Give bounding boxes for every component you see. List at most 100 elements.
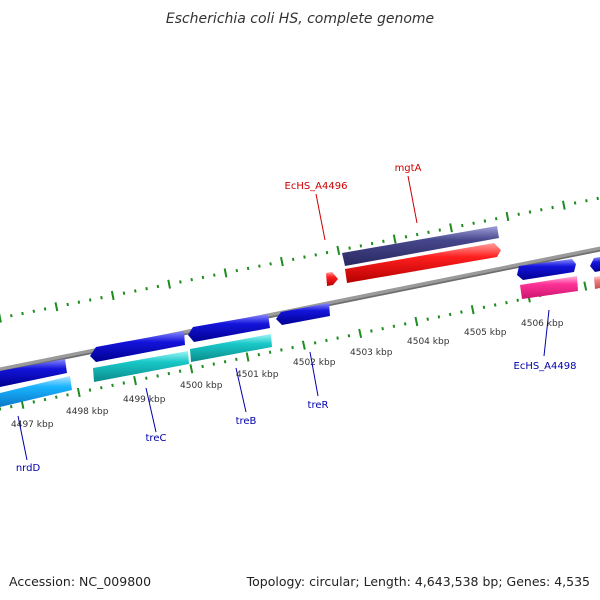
minor-tick — [573, 201, 577, 205]
minor-tick — [381, 326, 384, 331]
major-tick — [280, 256, 284, 267]
leader-EcHS_A4496 — [315, 193, 326, 241]
minor-tick — [437, 315, 441, 319]
gene-right-edge-blue[interactable] — [590, 257, 600, 272]
minor-tick — [179, 280, 182, 284]
kbp-label: 4505 kbp — [464, 328, 507, 338]
minor-tick — [88, 298, 92, 302]
kbp-label: 4504 kbp — [407, 337, 450, 347]
gene-nrdD-row2[interactable] — [0, 376, 72, 407]
gene-label-treC[interactable]: treC — [146, 433, 167, 444]
gene-mgtA[interactable] — [342, 226, 499, 266]
leader-treC — [145, 387, 157, 433]
minor-tick — [528, 210, 532, 214]
minor-tick — [370, 241, 374, 246]
gene-treC-row2[interactable] — [93, 351, 189, 382]
minor-tick — [585, 199, 588, 203]
minor-tick — [325, 250, 329, 255]
minor-tick — [134, 289, 137, 293]
minor-tick — [66, 393, 69, 397]
gene-treB[interactable] — [188, 314, 270, 342]
minor-tick — [178, 369, 182, 373]
minor-tick — [145, 376, 148, 380]
leader-treB — [235, 367, 247, 413]
gene-label-EcHS_A4498[interactable]: EcHS_A4498 — [514, 361, 577, 372]
gene-label-mgtA[interactable]: mgtA — [395, 163, 422, 174]
gene-EcHS_A4496[interactable] — [326, 272, 338, 286]
gene-right-edge-salmon[interactable] — [594, 276, 600, 289]
minor-tick — [122, 291, 126, 295]
minor-tick — [415, 232, 419, 237]
minor-tick — [291, 257, 295, 262]
minor-tick — [21, 311, 24, 316]
minor-tick — [348, 246, 351, 250]
minor-tick — [392, 324, 396, 328]
gene-label-nrdD[interactable]: nrdD — [16, 463, 41, 474]
gene-EcHS_A4498-row2[interactable] — [520, 276, 578, 299]
minor-tick — [268, 350, 272, 354]
minor-tick — [505, 300, 508, 305]
gene-label-treB[interactable]: treB — [236, 416, 257, 427]
gene-treR[interactable] — [276, 303, 330, 325]
gene-treC[interactable] — [90, 331, 185, 362]
minor-tick — [516, 298, 519, 302]
minor-tick — [596, 196, 599, 201]
minor-tick — [32, 309, 36, 313]
minor-tick — [111, 383, 114, 388]
minor-tick — [269, 262, 272, 266]
minor-tick — [359, 244, 363, 248]
accession-text: Accession: NC_009800 — [9, 574, 151, 589]
kbp-label: 4500 kbp — [180, 381, 223, 391]
minor-tick — [235, 357, 238, 362]
major-tick — [583, 281, 588, 291]
minor-tick — [426, 317, 429, 321]
minor-tick — [10, 314, 13, 318]
kbp-label: 4499 kbp — [123, 395, 166, 405]
gene-label-treR[interactable]: treR — [308, 400, 329, 411]
minor-tick — [461, 223, 464, 228]
gene-EcHS_A4498[interactable] — [517, 259, 576, 280]
minor-tick — [483, 219, 487, 223]
minor-tick — [540, 208, 543, 212]
minor-tick — [213, 273, 216, 277]
minor-tick — [403, 322, 407, 326]
major-tick — [110, 290, 115, 301]
gene-treB-row2[interactable] — [190, 334, 272, 362]
minor-tick — [291, 345, 294, 350]
minor-tick — [9, 404, 13, 409]
major-tick — [358, 328, 363, 339]
minor-tick — [551, 205, 554, 210]
minor-tick — [382, 239, 385, 243]
minor-tick — [156, 284, 160, 289]
minor-tick — [494, 217, 498, 221]
minor-tick — [517, 212, 520, 216]
major-tick — [167, 279, 171, 289]
major-tick — [223, 268, 228, 278]
minor-tick — [280, 348, 283, 352]
minor-tick — [235, 268, 239, 273]
gene-nrdD[interactable] — [0, 359, 67, 387]
minor-tick — [336, 336, 339, 340]
minor-tick — [314, 253, 317, 257]
major-tick — [245, 352, 250, 362]
gene-labels: EcHS_A4496 mgtA EcHS_A4498 treR treB tre… — [16, 163, 577, 474]
major-tick — [76, 387, 81, 398]
leader-treR — [309, 351, 319, 397]
minor-tick — [404, 235, 408, 239]
minor-tick — [201, 275, 205, 280]
leader-mgtA — [407, 175, 418, 224]
minor-tick — [190, 277, 193, 282]
gene-mgtA-row2[interactable] — [345, 243, 501, 283]
major-tick — [301, 340, 306, 350]
minor-tick — [303, 255, 306, 259]
minor-tick — [32, 400, 36, 404]
minor-tick — [43, 307, 47, 311]
major-tick — [449, 223, 453, 233]
minor-tick — [493, 303, 497, 307]
kbp-label: 4497 kbp — [11, 420, 54, 430]
gene-label-EcHS_A4496[interactable]: EcHS_A4496 — [285, 181, 348, 192]
kbp-label: 4503 kbp — [350, 348, 393, 358]
minor-tick — [257, 352, 261, 357]
major-tick — [133, 375, 137, 386]
